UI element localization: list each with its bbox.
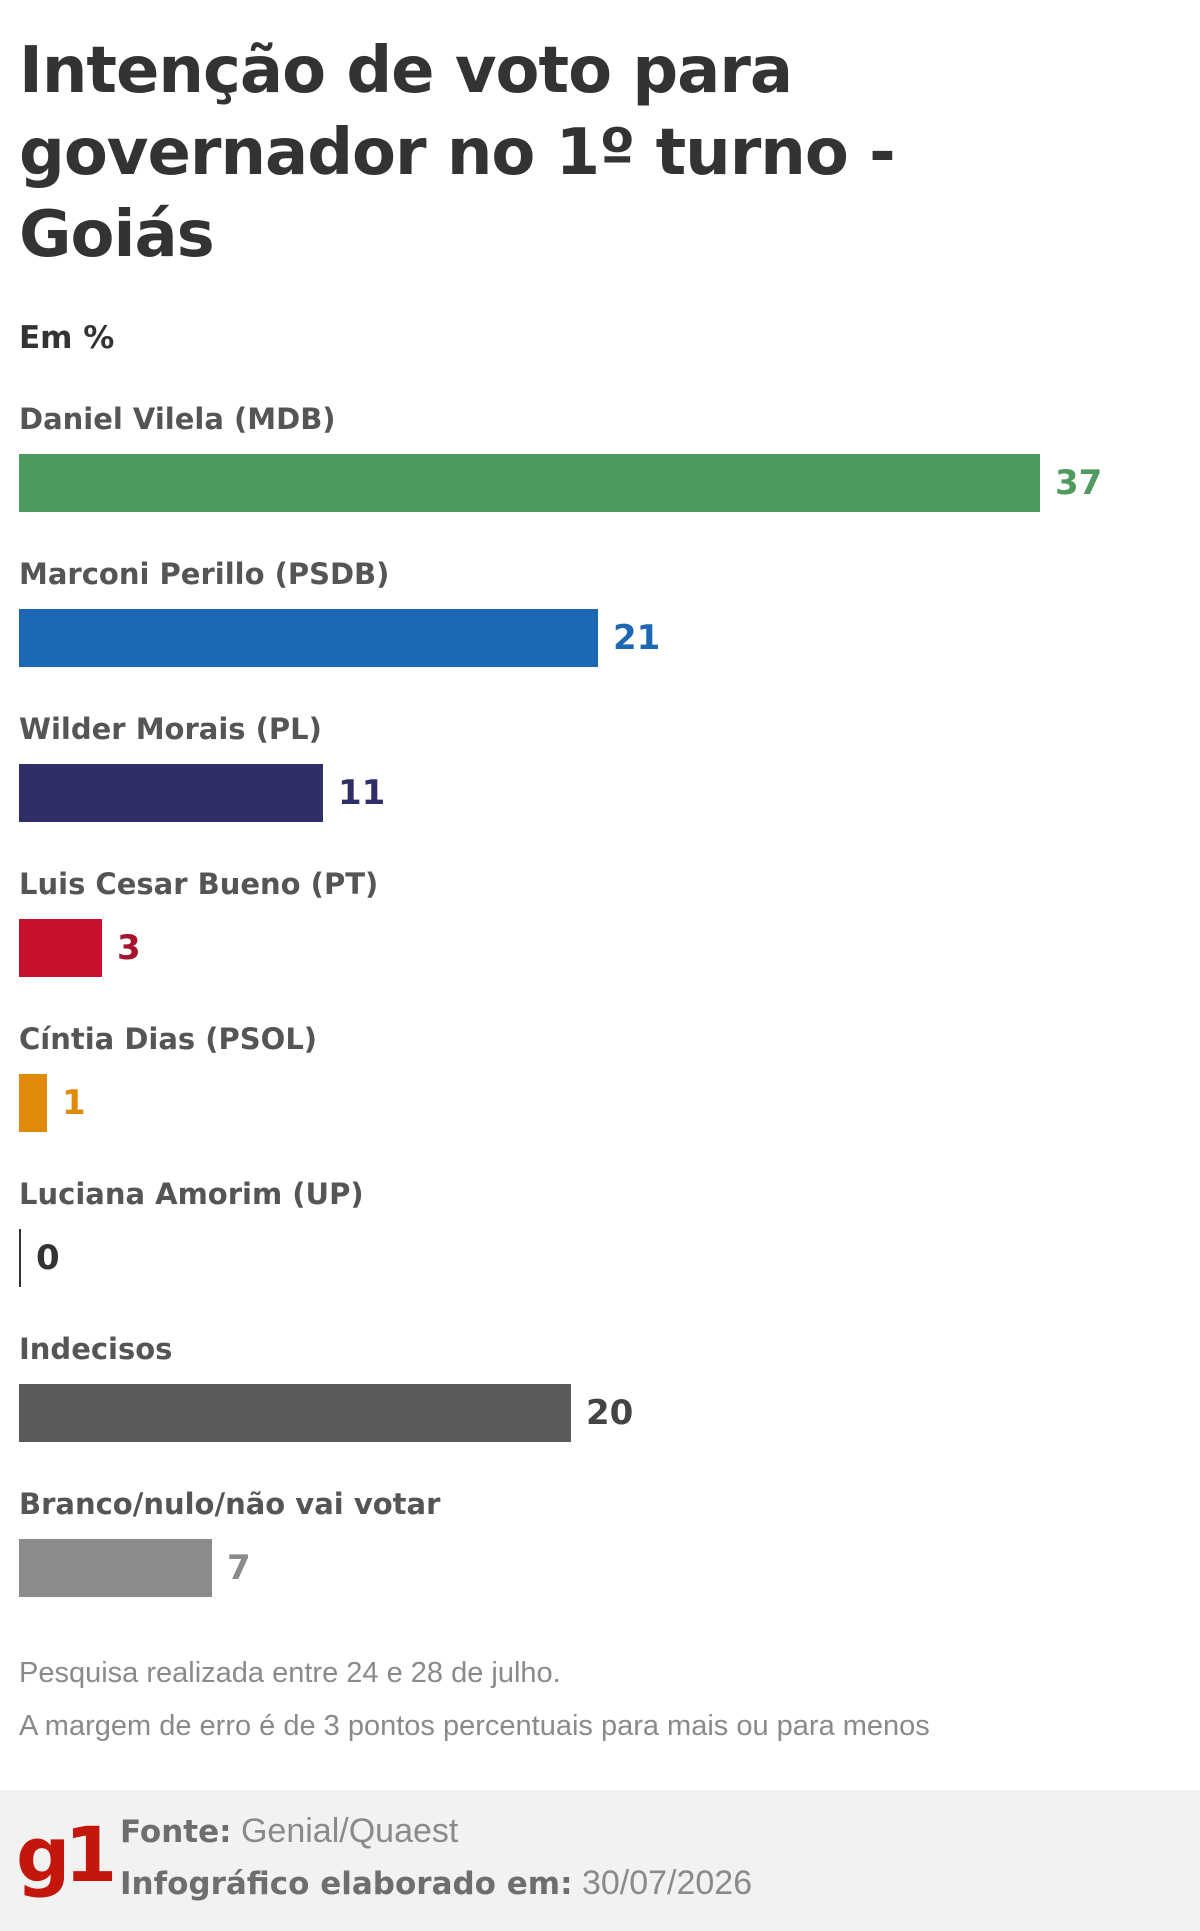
bar bbox=[19, 609, 598, 667]
source-value: Genial/Quaest bbox=[240, 1812, 459, 1850]
value-label: 1 bbox=[62, 1083, 86, 1123]
value-label: 0 bbox=[36, 1238, 60, 1278]
g1-logo: g1 bbox=[16, 1810, 117, 1899]
source-label: Fonte: bbox=[120, 1814, 232, 1850]
value-label: 37 bbox=[1055, 463, 1103, 503]
unit-label: Em % bbox=[19, 320, 115, 356]
value-label: 7 bbox=[227, 1548, 251, 1588]
bar bbox=[19, 1384, 571, 1442]
source-line: Fonte: Genial/Quaest bbox=[120, 1812, 458, 1851]
bar bbox=[19, 1074, 47, 1132]
chart-title: Intenção de voto para governador no 1º t… bbox=[19, 34, 896, 272]
value-label: 11 bbox=[338, 773, 386, 813]
value-label: 3 bbox=[117, 928, 141, 968]
date-value: 30/07/2026 bbox=[581, 1864, 753, 1902]
value-label: 20 bbox=[586, 1393, 634, 1433]
bar bbox=[19, 454, 1040, 512]
category-label: Wilder Morais (PL) bbox=[19, 712, 322, 746]
bar bbox=[19, 1229, 21, 1287]
category-label: Cíntia Dias (PSOL) bbox=[19, 1022, 318, 1056]
date-label: Infográfico elaborado em: bbox=[120, 1866, 573, 1902]
bar bbox=[19, 1539, 212, 1597]
category-label: Luis Cesar Bueno (PT) bbox=[19, 867, 379, 901]
category-label: Daniel Vilela (MDB) bbox=[19, 402, 336, 436]
category-label: Branco/nulo/não vai votar bbox=[19, 1487, 441, 1521]
date-line: Infográfico elaborado em: 30/07/2026 bbox=[120, 1864, 752, 1903]
value-label: 21 bbox=[613, 618, 661, 658]
category-label: Marconi Perillo (PSDB) bbox=[19, 557, 390, 591]
bar-chart: Daniel Vilela (MDB) 37 Marconi Perillo (PS… bbox=[19, 402, 1103, 1597]
margin-of-error-note: A margem de erro é de 3 pontos percentua… bbox=[19, 1710, 930, 1742]
bar bbox=[19, 764, 323, 822]
category-label: Indecisos bbox=[19, 1332, 173, 1366]
survey-period-note: Pesquisa realizada entre 24 e 28 de julh… bbox=[19, 1657, 561, 1689]
bar bbox=[19, 919, 102, 977]
footer: g1 Fonte: Genial/Quaest Infográfico elab… bbox=[0, 1790, 1200, 1931]
category-label: Luciana Amorim (UP) bbox=[19, 1177, 364, 1211]
